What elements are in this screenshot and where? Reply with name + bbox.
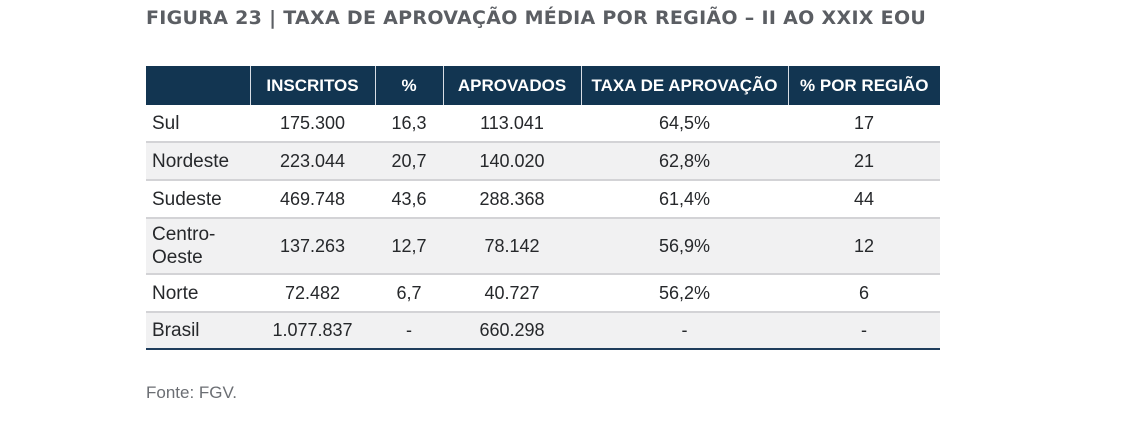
figure-title: FIGURA 23 | TAXA DE APROVAÇÃO MÉDIA POR …	[146, 7, 927, 29]
cell-percent-regiao: 6	[788, 274, 940, 313]
cell-inscritos: 469.748	[250, 180, 375, 219]
table-row-total: Brasil 1.077.837 - 660.298 - -	[146, 312, 940, 350]
table-header-row: INSCRITOS % APROVADOS TAXA DE APROVAÇÃO …	[146, 66, 940, 105]
cell-percent: 12,7	[375, 218, 443, 275]
source-note: Fonte: FGV.	[146, 383, 238, 402]
table-row: Nordeste 223.044 20,7 140.020 62,8% 21	[146, 142, 940, 181]
cell-taxa: 56,2%	[581, 274, 788, 313]
cell-taxa: 62,8%	[581, 142, 788, 181]
cell-region: Centro-Oeste	[146, 218, 250, 275]
approval-table-container: INSCRITOS % APROVADOS TAXA DE APROVAÇÃO …	[146, 66, 940, 350]
cell-percent: 20,7	[375, 142, 443, 181]
cell-percent-regiao: 12	[788, 218, 940, 275]
header-taxa-aprovacao: TAXA DE APROVAÇÃO	[581, 66, 789, 105]
cell-region: Sudeste	[146, 180, 250, 219]
header-region	[146, 66, 251, 105]
cell-percent-regiao: 44	[788, 180, 940, 219]
cell-taxa: 61,4%	[581, 180, 788, 219]
cell-inscritos: 1.077.837	[250, 312, 375, 350]
cell-inscritos: 223.044	[250, 142, 375, 181]
cell-inscritos: 72.482	[250, 274, 375, 313]
header-aprovados: APROVADOS	[443, 66, 582, 105]
cell-aprovados: 40.727	[443, 274, 581, 313]
cell-percent: 16,3	[375, 105, 443, 143]
table-row: Norte 72.482 6,7 40.727 56,2% 6	[146, 274, 940, 313]
cell-percent-regiao: -	[788, 312, 940, 350]
cell-percent: -	[375, 312, 443, 350]
cell-inscritos: 175.300	[250, 105, 375, 143]
cell-region: Brasil	[146, 312, 250, 350]
cell-percent-regiao: 17	[788, 105, 940, 143]
cell-region: Nordeste	[146, 142, 250, 181]
table-row: Sudeste 469.748 43,6 288.368 61,4% 44	[146, 180, 940, 219]
table-row: Sul 175.300 16,3 113.041 64,5% 17	[146, 105, 940, 143]
cell-region: Sul	[146, 105, 250, 143]
cell-percent-regiao: 21	[788, 142, 940, 181]
header-inscritos: INSCRITOS	[250, 66, 376, 105]
header-percent: %	[375, 66, 444, 105]
cell-aprovados: 288.368	[443, 180, 581, 219]
cell-aprovados: 660.298	[443, 312, 581, 350]
cell-percent: 6,7	[375, 274, 443, 313]
cell-aprovados: 78.142	[443, 218, 581, 275]
cell-percent: 43,6	[375, 180, 443, 219]
header-percent-por-regiao: % POR REGIÃO	[788, 66, 940, 105]
cell-taxa: -	[581, 312, 788, 350]
cell-inscritos: 137.263	[250, 218, 375, 275]
approval-rate-table: INSCRITOS % APROVADOS TAXA DE APROVAÇÃO …	[146, 66, 940, 350]
cell-region: Norte	[146, 274, 250, 313]
cell-aprovados: 113.041	[443, 105, 581, 143]
table-row: Centro-Oeste 137.263 12,7 78.142 56,9% 1…	[146, 218, 940, 275]
cell-aprovados: 140.020	[443, 142, 581, 181]
cell-taxa: 56,9%	[581, 218, 788, 275]
cell-taxa: 64,5%	[581, 105, 788, 143]
